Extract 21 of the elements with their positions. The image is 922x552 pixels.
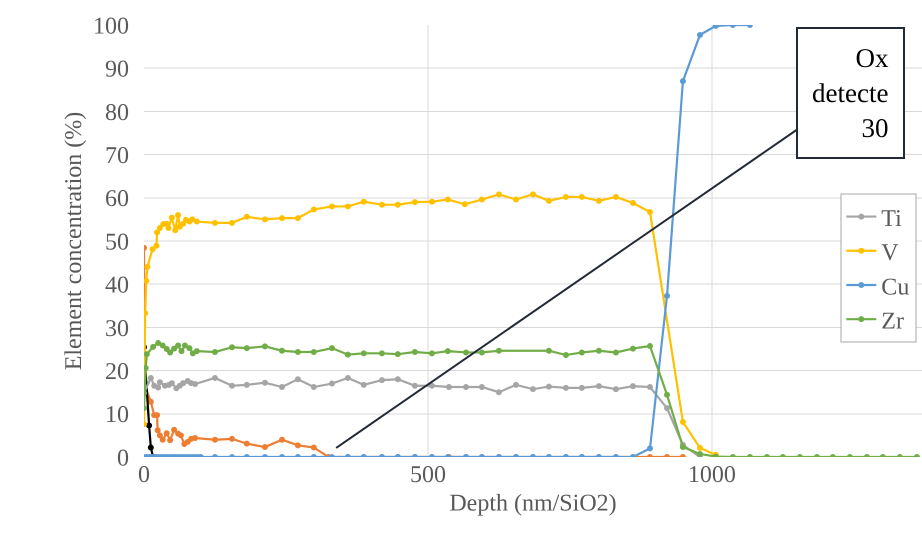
x-tick-label: 500 xyxy=(410,462,446,488)
y-axis-title: Element concentration (%) xyxy=(61,112,88,370)
y-tick-label: 0 xyxy=(117,445,129,472)
y-tick-label: 90 xyxy=(105,56,129,83)
y-tick-label: 30 xyxy=(105,316,129,342)
x-axis-title: Depth (nm/SiO2) xyxy=(449,490,617,516)
x-tick-label: 1000 xyxy=(688,462,736,488)
y-tick-label: 60 xyxy=(105,186,129,212)
x-tick-label: 0 xyxy=(138,462,150,488)
y-tick-label: 10 xyxy=(105,402,129,428)
y-tick-label: 100 xyxy=(93,13,129,40)
y-tick-label: 40 xyxy=(105,272,129,299)
legend-label: Cu xyxy=(881,274,910,300)
y-tick-label: 50 xyxy=(105,229,129,256)
y-tick-label: 70 xyxy=(105,143,129,169)
legend-label: Zr xyxy=(881,308,904,335)
legend-label: V xyxy=(881,240,900,266)
legend-label: Ti xyxy=(881,206,902,232)
annotation: Ox detecte 30 xyxy=(812,43,889,144)
y-tick-label: 80 xyxy=(105,100,129,126)
y-tick-label: 20 xyxy=(105,359,129,385)
